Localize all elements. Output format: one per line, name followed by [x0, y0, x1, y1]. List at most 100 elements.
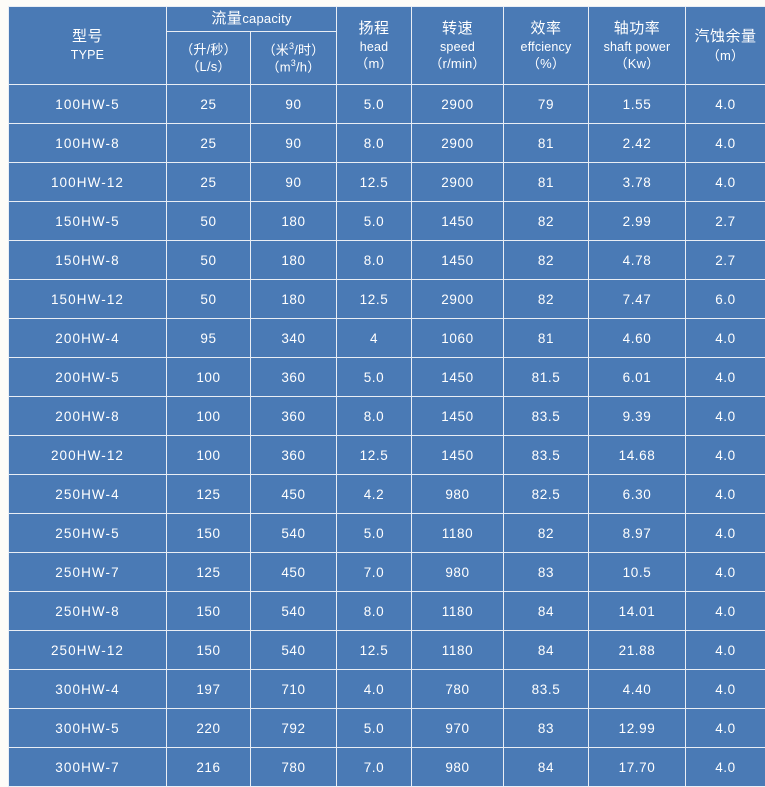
- cell-head: 5.0: [337, 709, 412, 748]
- cell-type: 200HW-5: [9, 358, 167, 397]
- column-header-efficiency-cn: 效率: [504, 19, 588, 39]
- cell-shaft-power: 14.68: [589, 436, 686, 475]
- cell-capacity-ls: 150: [167, 631, 251, 670]
- cell-capacity-ls: 50: [167, 280, 251, 319]
- column-header-capacity-m3h-cn: （米3/时）: [251, 41, 336, 58]
- cell-speed: 980: [412, 553, 504, 592]
- cell-speed: 1450: [412, 436, 504, 475]
- cell-capacity-m3h: 90: [251, 85, 337, 124]
- cell-efficiency: 83.5: [504, 397, 589, 436]
- cell-type: 250HW-8: [9, 592, 167, 631]
- cell-speed: 980: [412, 748, 504, 787]
- cell-capacity-ls: 25: [167, 124, 251, 163]
- column-header-head-en: head: [337, 39, 411, 56]
- cell-efficiency: 83.5: [504, 436, 589, 475]
- cell-speed: 780: [412, 670, 504, 709]
- cell-shaft-power: 8.97: [589, 514, 686, 553]
- cell-head: 5.0: [337, 514, 412, 553]
- column-header-capacity-cn: 流量: [211, 10, 242, 27]
- cell-capacity-m3h: 360: [251, 358, 337, 397]
- cell-head: 5.0: [337, 85, 412, 124]
- column-header-capacity-ls: （升/秒） （L/s）: [167, 32, 251, 85]
- column-header-speed-en: speed: [412, 39, 503, 56]
- cell-npsh: 4.0: [686, 397, 765, 436]
- cell-capacity-ls: 197: [167, 670, 251, 709]
- cell-type: 250HW-7: [9, 553, 167, 592]
- cell-npsh: 4.0: [686, 709, 765, 748]
- cell-capacity-ls: 100: [167, 436, 251, 475]
- cell-head: 4: [337, 319, 412, 358]
- column-header-capacity-ls-cn: （升/秒）: [167, 41, 250, 58]
- cell-efficiency: 81.5: [504, 358, 589, 397]
- cell-capacity-m3h: 180: [251, 202, 337, 241]
- cell-npsh: 4.0: [686, 436, 765, 475]
- cell-capacity-ls: 95: [167, 319, 251, 358]
- cell-head: 12.5: [337, 631, 412, 670]
- cell-capacity-m3h: 90: [251, 124, 337, 163]
- cell-efficiency: 82: [504, 514, 589, 553]
- column-header-type: 型号 TYPE: [9, 7, 167, 85]
- column-header-shaft-power-cn: 轴功率: [589, 19, 685, 39]
- column-header-head: 扬程 head （m）: [337, 7, 412, 85]
- cell-capacity-m3h: 90: [251, 163, 337, 202]
- cell-npsh: 2.7: [686, 241, 765, 280]
- column-header-npsh-unit: （m）: [686, 47, 765, 64]
- cell-head: 8.0: [337, 241, 412, 280]
- column-header-npsh: 汽蚀余量 （m）: [686, 7, 765, 85]
- column-header-shaft-power: 轴功率 shaft power （Kw）: [589, 7, 686, 85]
- cell-npsh: 4.0: [686, 358, 765, 397]
- cell-shaft-power: 2.99: [589, 202, 686, 241]
- cell-capacity-ls: 216: [167, 748, 251, 787]
- cell-capacity-m3h: 792: [251, 709, 337, 748]
- cell-head: 7.0: [337, 748, 412, 787]
- cell-capacity-ls: 25: [167, 85, 251, 124]
- cell-head: 5.0: [337, 358, 412, 397]
- cell-head: 12.5: [337, 163, 412, 202]
- cell-capacity-ls: 150: [167, 592, 251, 631]
- column-header-speed: 转速 speed （r/min）: [412, 7, 504, 85]
- column-header-type-cn: 型号: [9, 27, 166, 47]
- cell-type: 200HW-8: [9, 397, 167, 436]
- cell-head: 4.0: [337, 670, 412, 709]
- cell-efficiency: 84: [504, 631, 589, 670]
- cell-speed: 1180: [412, 592, 504, 631]
- cell-type: 300HW-5: [9, 709, 167, 748]
- cell-shaft-power: 17.70: [589, 748, 686, 787]
- cell-shaft-power: 4.40: [589, 670, 686, 709]
- cell-type: 250HW-4: [9, 475, 167, 514]
- column-header-capacity-m3h-en: （m3/h）: [251, 58, 336, 75]
- table-header: 型号 TYPE 流量capacity 扬程 head （m） 转速 speed …: [9, 7, 765, 85]
- cell-efficiency: 82: [504, 241, 589, 280]
- column-header-speed-unit: （r/min）: [412, 55, 503, 72]
- cell-efficiency: 82: [504, 280, 589, 319]
- cell-capacity-m3h: 360: [251, 397, 337, 436]
- cell-npsh: 4.0: [686, 319, 765, 358]
- cell-capacity-m3h: 180: [251, 241, 337, 280]
- cell-type: 300HW-4: [9, 670, 167, 709]
- cell-type: 100HW-8: [9, 124, 167, 163]
- cell-capacity-m3h: 540: [251, 514, 337, 553]
- cell-efficiency: 81: [504, 163, 589, 202]
- cell-npsh: 4.0: [686, 748, 765, 787]
- cell-speed: 980: [412, 475, 504, 514]
- cell-capacity-ls: 125: [167, 475, 251, 514]
- cell-capacity-m3h: 450: [251, 553, 337, 592]
- cell-capacity-ls: 100: [167, 358, 251, 397]
- cell-capacity-ls: 150: [167, 514, 251, 553]
- cell-head: 4.2: [337, 475, 412, 514]
- cell-type: 250HW-5: [9, 514, 167, 553]
- cell-speed: 2900: [412, 124, 504, 163]
